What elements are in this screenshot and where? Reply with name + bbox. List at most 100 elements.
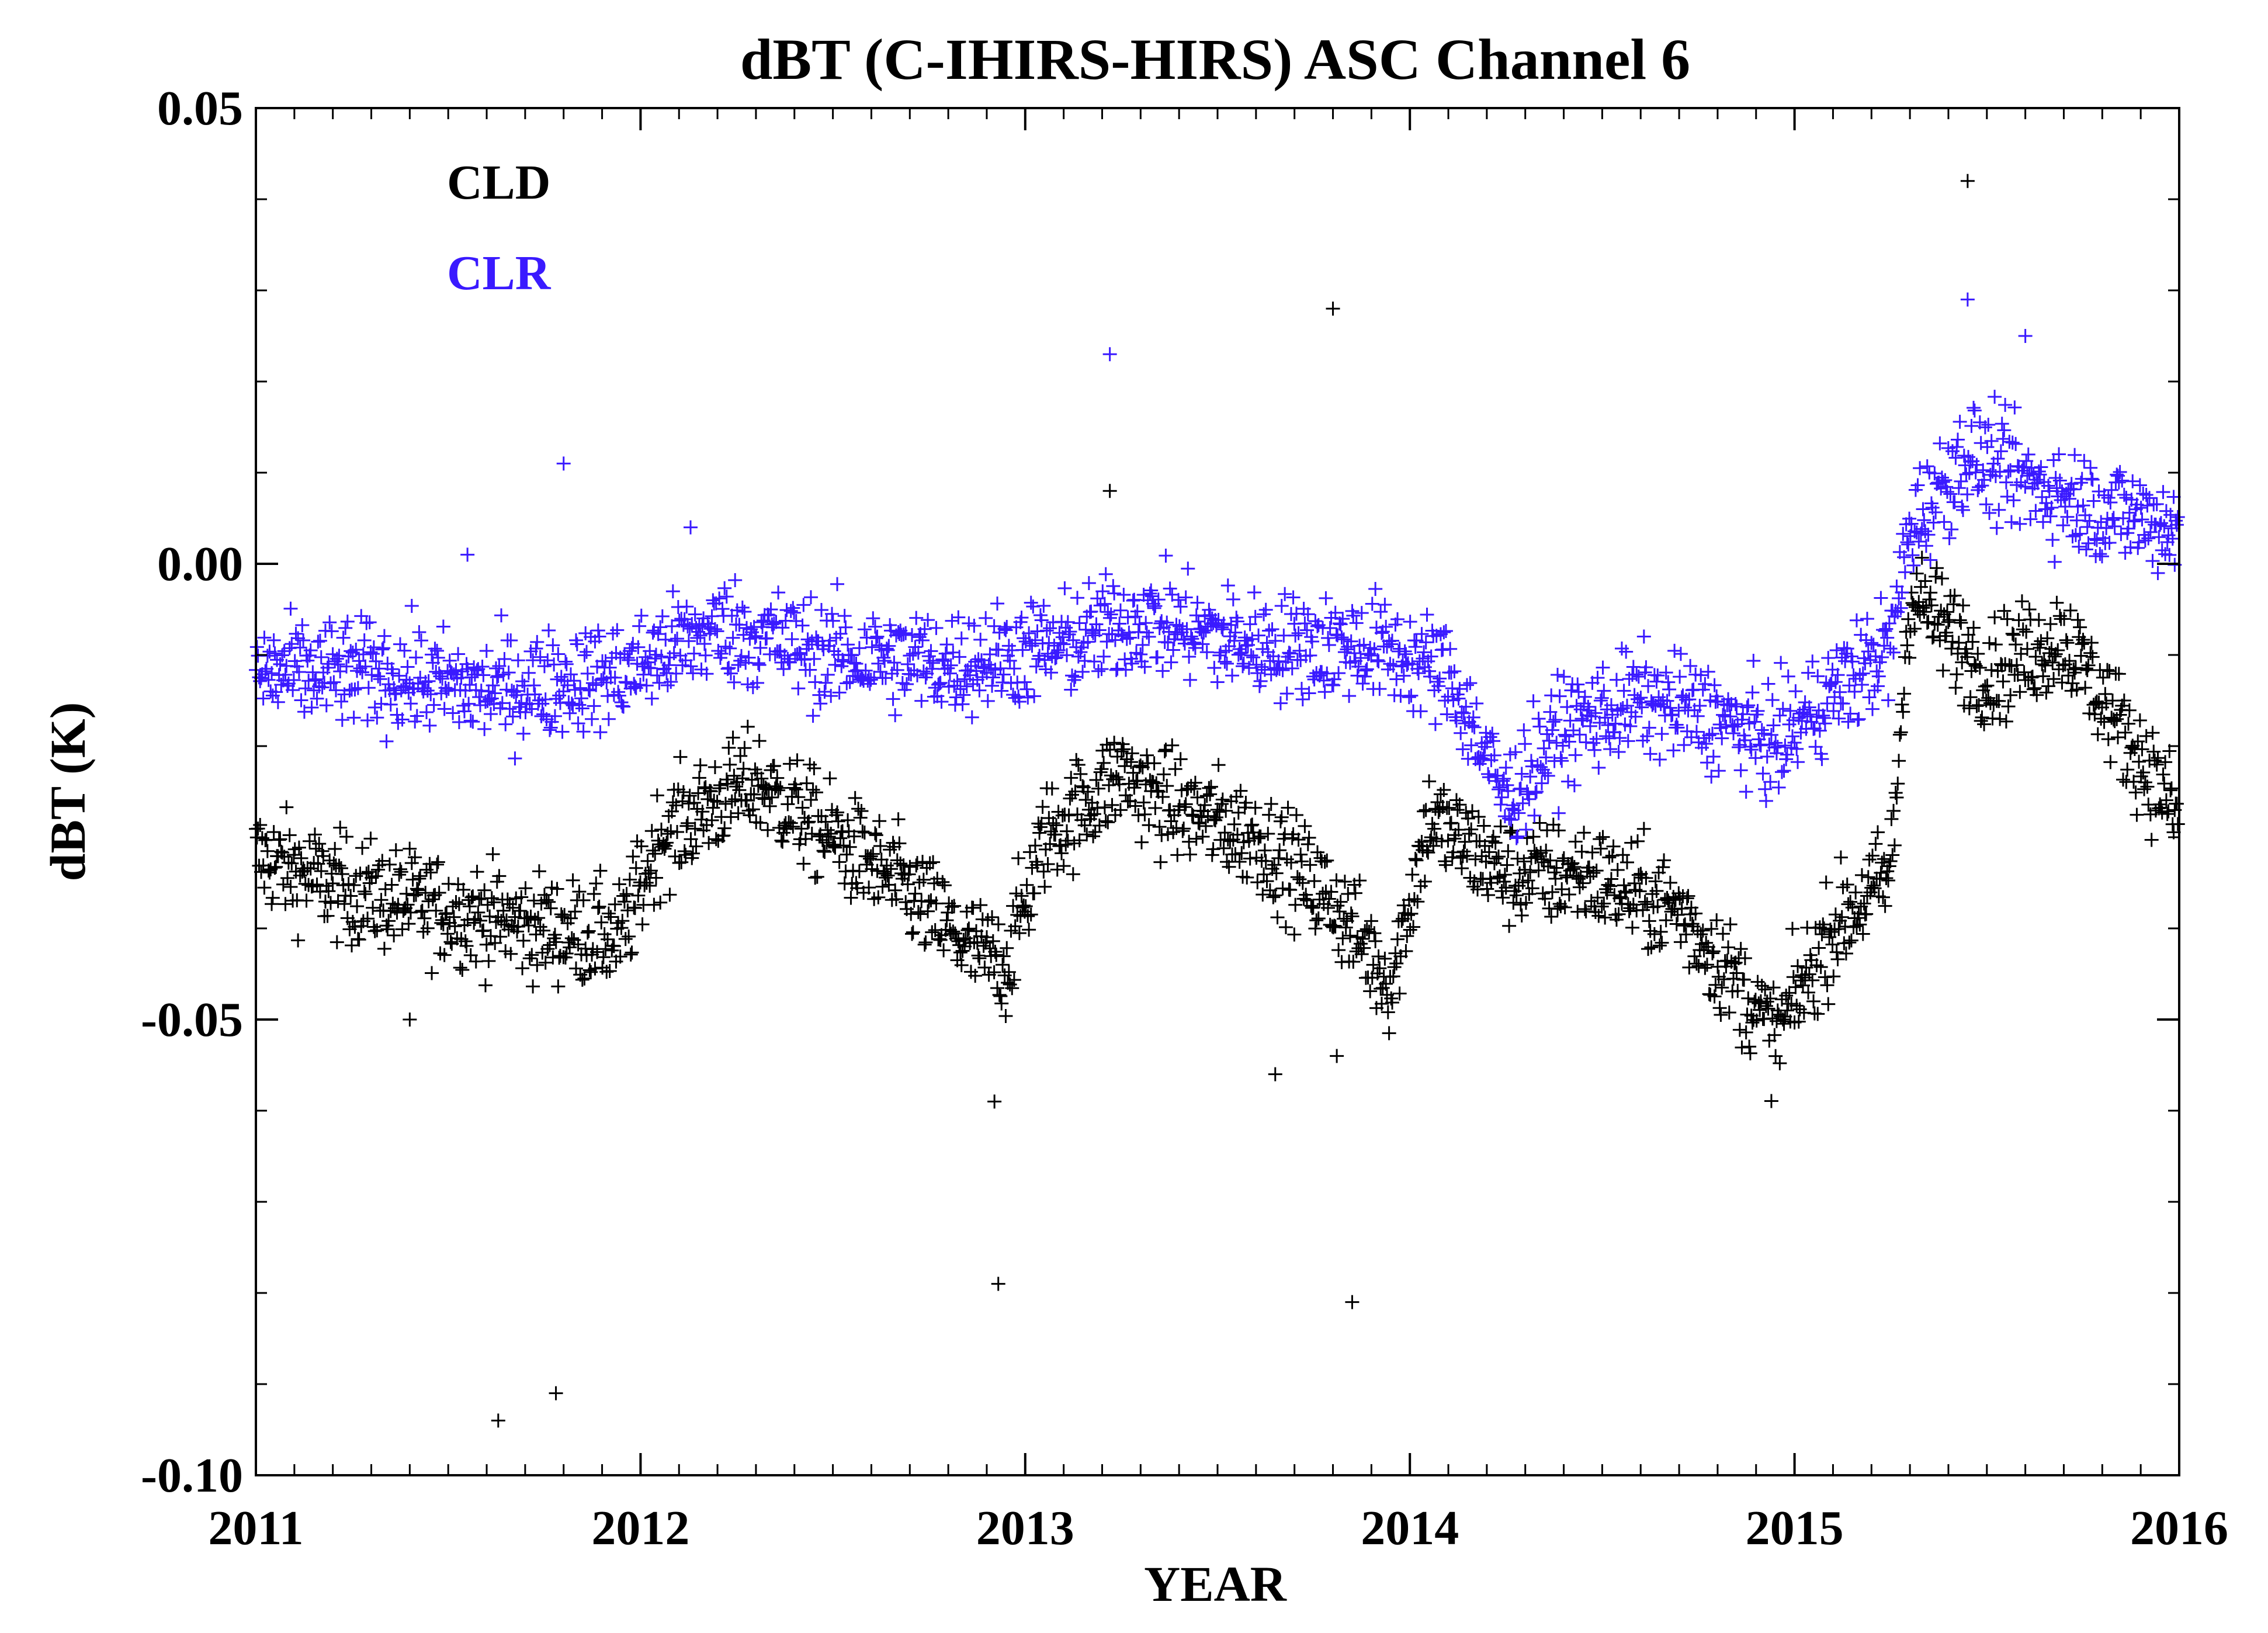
point-clr (365, 668, 379, 682)
point-cld (1950, 667, 1964, 682)
point-clr (1745, 685, 1760, 700)
point-clr (1220, 578, 1235, 593)
point-cld (1709, 913, 1724, 928)
point-cld (1244, 818, 1258, 833)
point-clr (1937, 515, 1951, 529)
point-clr (1959, 467, 1974, 481)
point-cld (1294, 854, 1309, 869)
point-clr (938, 646, 953, 661)
point-cld (1625, 920, 1639, 935)
point-cld (998, 1009, 1013, 1024)
point-clr (726, 630, 740, 645)
point-cld (1741, 991, 1756, 1006)
x-tick-label: 2013 (976, 1501, 1074, 1555)
point-cld (424, 865, 438, 880)
point-cld (1680, 891, 1694, 906)
point-cld (1261, 826, 1275, 841)
point-clr (417, 681, 432, 695)
point-clr-outlier (1102, 347, 1117, 362)
point-clr (1104, 607, 1118, 622)
point-cld (1849, 919, 1864, 934)
point-clr (1773, 708, 1787, 723)
point-cld (968, 969, 983, 983)
point-cld (847, 829, 861, 844)
point-cld (826, 837, 840, 852)
point-cld (389, 843, 403, 858)
point-cld (1410, 894, 1425, 909)
point-cld (1156, 767, 1171, 782)
point-cld (703, 784, 718, 799)
point-clr (1968, 465, 1983, 480)
point-cld (833, 831, 848, 845)
point-clr (1570, 677, 1585, 692)
point-clr (1951, 432, 1965, 447)
point-clr (1787, 736, 1802, 750)
point-clr (1207, 661, 1222, 675)
point-clr (1417, 645, 1431, 660)
point-clr (1511, 806, 1526, 820)
point-clr (1722, 698, 1736, 712)
point-cld (564, 931, 579, 945)
point-cld (2139, 729, 2153, 743)
point-clr (1860, 612, 1874, 626)
point-cld (466, 889, 480, 904)
point-clr (1666, 743, 1681, 758)
point-cld (1659, 913, 1673, 928)
point-clr (1778, 739, 1792, 753)
point-clr (2069, 513, 2084, 528)
point-clr (442, 653, 457, 668)
point-clr (1355, 676, 1370, 691)
point-cld (526, 893, 541, 908)
point-cld (608, 897, 622, 911)
point-clr (2072, 539, 2086, 554)
point-cld (1258, 854, 1273, 868)
point-clr (1518, 822, 1533, 837)
point-clr (412, 625, 426, 639)
point-cld (1001, 965, 1016, 979)
point-clr (1424, 649, 1438, 664)
point-cld (366, 900, 380, 915)
point-cld (1812, 941, 1826, 955)
point-clr (1999, 475, 2013, 490)
point-clr (760, 631, 774, 646)
point-clr (1905, 548, 1920, 563)
point-cld (648, 847, 663, 861)
point-cld (880, 868, 895, 883)
point-cld (2170, 817, 2185, 831)
point-cld (1811, 1007, 1825, 1021)
point-cld (896, 858, 911, 873)
point-clr (476, 668, 491, 682)
point-cld (1656, 860, 1670, 875)
point-clr (2113, 464, 2127, 479)
point-cld (2158, 755, 2173, 769)
point-cld (1268, 888, 1282, 903)
point-cld (787, 781, 802, 795)
point-clr (1727, 719, 1742, 734)
point-cld (1190, 790, 1205, 805)
point-clr (1091, 664, 1106, 678)
point-cld (1208, 813, 1223, 828)
point-cld (1689, 956, 1704, 971)
point-clr (1997, 423, 2012, 438)
point-clr (1148, 599, 1163, 613)
point-clr (296, 633, 311, 648)
point-clr-outlier (2018, 329, 2033, 343)
point-cld (1065, 788, 1080, 802)
point-clr (1894, 601, 1908, 615)
point-clr (1832, 711, 1846, 726)
point-clr (1694, 668, 1708, 682)
point-clr (1087, 654, 1101, 669)
point-clr (1904, 516, 1919, 531)
point-clr (980, 694, 995, 708)
point-cld (1650, 899, 1665, 914)
point-cld (429, 903, 443, 918)
point-cld (1234, 846, 1249, 861)
point-clr (2033, 467, 2047, 482)
point-clr (814, 602, 828, 617)
point-cld (1917, 605, 1931, 619)
point-clr (944, 658, 958, 672)
point-cld (1459, 848, 1474, 863)
point-cld (737, 741, 752, 755)
point-clr (2085, 472, 2100, 487)
point-cld (1066, 867, 1080, 882)
